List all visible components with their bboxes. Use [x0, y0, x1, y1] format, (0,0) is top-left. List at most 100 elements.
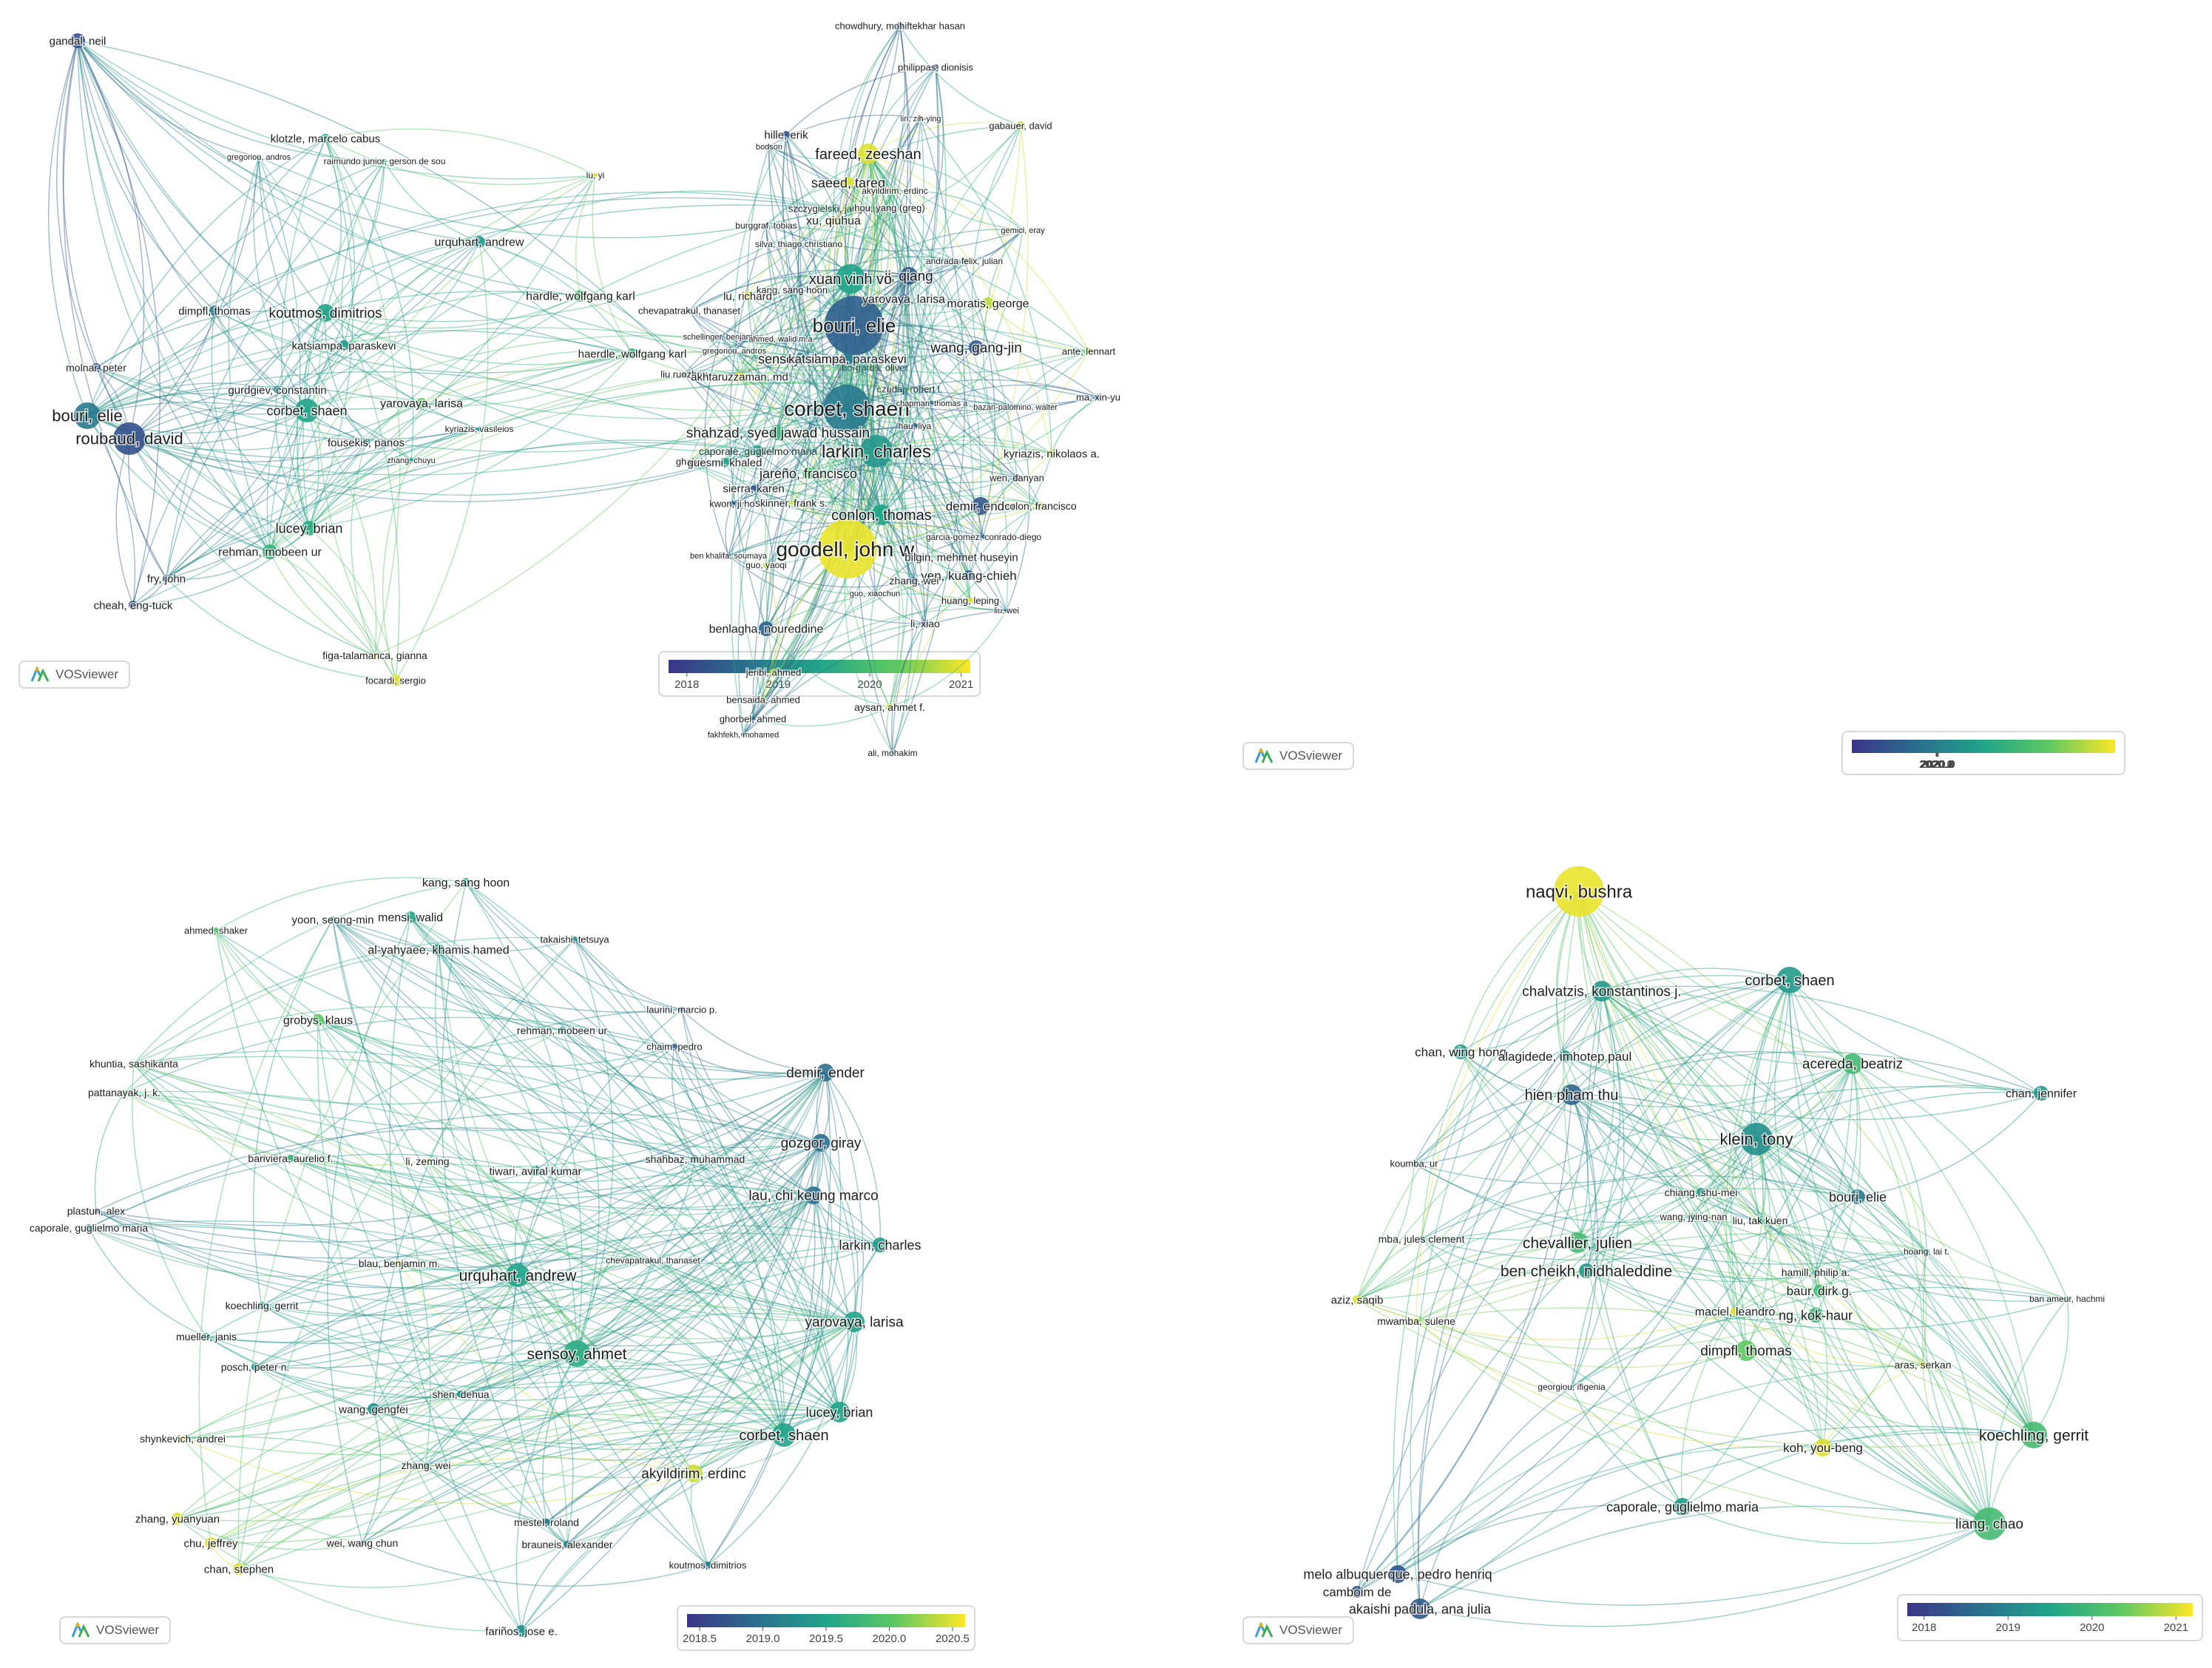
author-label[interactable]: ante, lennart — [1061, 345, 1117, 358]
author-node[interactable] — [530, 1166, 541, 1176]
author-label[interactable]: ben khalifa, soumaya — [689, 550, 769, 561]
author-label[interactable]: chan, wing hong — [1414, 1044, 1508, 1060]
author-node[interactable] — [873, 1238, 887, 1252]
author-label[interactable]: corbet, shaen — [738, 1427, 830, 1445]
author-label[interactable]: urquhart, andrew — [433, 235, 525, 250]
author-node[interactable] — [92, 363, 101, 372]
author-label[interactable]: hou, yang (greg) — [853, 201, 926, 215]
author-label[interactable]: bariviera, aurelio f. — [247, 1151, 334, 1165]
author-node[interactable] — [981, 535, 986, 539]
author-node[interactable] — [873, 591, 877, 595]
author-node[interactable] — [912, 423, 918, 429]
author-label[interactable]: zhang, chuyu — [386, 455, 436, 466]
author-node[interactable] — [818, 519, 877, 578]
author-node[interactable] — [760, 697, 766, 703]
author-node[interactable] — [796, 242, 801, 246]
author-label[interactable]: khuntia, sashikanta — [89, 1056, 180, 1070]
author-label[interactable]: chan, jennifer — [2004, 1087, 2078, 1101]
author-label[interactable]: katsiampa, paraskevi — [788, 351, 908, 367]
author-label[interactable]: yarovaya, larisa — [861, 292, 946, 307]
author-label[interactable]: mestel, roland — [513, 1515, 581, 1529]
author-node[interactable] — [772, 1423, 796, 1447]
author-node[interactable] — [887, 206, 892, 210]
author-node[interactable] — [907, 387, 912, 391]
author-label[interactable]: chevapatrakul, thanaset — [605, 1255, 702, 1267]
author-node[interactable] — [409, 458, 413, 462]
author-node[interactable] — [572, 936, 578, 942]
author-node[interactable] — [759, 621, 774, 636]
author-label[interactable]: guo, xiaochun — [848, 588, 902, 599]
author-label[interactable]: fry, john — [146, 572, 186, 587]
author-label[interactable]: philippas, dionisis — [897, 61, 975, 74]
author-node[interactable] — [872, 365, 878, 371]
author-label[interactable]: koechling, gerrit — [1978, 1426, 2089, 1445]
author-label[interactable]: lu, richard — [723, 289, 774, 304]
author-label[interactable]: georgiou, ifigenia — [1537, 1381, 1607, 1394]
author-node[interactable] — [396, 1260, 402, 1266]
author-label[interactable]: melo albuquerque, pedro henriq — [1302, 1566, 1493, 1583]
author-label[interactable]: ghorbel, ahmed — [718, 712, 787, 726]
author-label[interactable]: yoon, seong-min — [291, 913, 375, 928]
author-label[interactable]: hoang, lai t. — [1902, 1246, 1950, 1258]
author-label[interactable]: koumba, ur — [1389, 1157, 1440, 1170]
author-label[interactable]: camboim de — [1322, 1584, 1393, 1600]
author-node[interactable] — [1037, 502, 1044, 510]
author-node[interactable] — [930, 401, 934, 405]
author-node[interactable] — [1016, 121, 1025, 130]
author-label[interactable]: bilgin, mehmet huseyin — [904, 550, 1019, 565]
author-label[interactable]: chevallier, julien — [1521, 1234, 1633, 1253]
author-node[interactable] — [1919, 1361, 1927, 1368]
author-label[interactable]: ng, kok-haur — [1777, 1307, 1853, 1324]
author-label[interactable]: corbet, shaen — [1744, 972, 1836, 990]
author-label[interactable]: skinner, frank s. — [754, 496, 828, 510]
author-label[interactable]: liang, chao — [1955, 1516, 2025, 1533]
author-node[interactable] — [122, 1090, 126, 1095]
author-node[interactable] — [558, 1027, 566, 1034]
author-node[interactable] — [1554, 866, 1604, 916]
author-label[interactable]: benlagha, noureddine — [708, 622, 825, 637]
author-node[interactable] — [825, 296, 884, 355]
author-node[interactable] — [651, 1258, 655, 1263]
author-label[interactable]: sensoy, ahmet — [526, 1345, 628, 1364]
author-node[interactable] — [372, 652, 378, 658]
author-node[interactable] — [1453, 1044, 1468, 1059]
author-node[interactable] — [1850, 1189, 1865, 1204]
author-label[interactable]: gemici, eray — [1000, 225, 1046, 236]
author-node[interactable] — [789, 287, 795, 293]
author-label[interactable]: bouri, elie — [51, 405, 124, 426]
author-node[interactable] — [831, 204, 840, 213]
author-node[interactable] — [2064, 1296, 2070, 1302]
author-label[interactable]: corbet, shaen — [265, 402, 348, 419]
author-label[interactable]: figa-talamanca, gianna — [322, 648, 429, 662]
author-node[interactable] — [263, 544, 277, 559]
author-label[interactable]: bouri, elie — [1827, 1189, 1887, 1206]
author-label[interactable]: wang, gengfei — [337, 1402, 409, 1417]
author-label[interactable]: dimpfl, thomas — [177, 304, 252, 319]
author-node[interactable] — [203, 1333, 210, 1340]
author-node[interactable] — [682, 372, 686, 377]
author-node[interactable] — [359, 1540, 365, 1546]
author-node[interactable] — [457, 1391, 464, 1398]
author-label[interactable]: guo, yaoqi — [745, 559, 788, 572]
author-label[interactable]: czudaj, robert l. — [876, 382, 944, 396]
author-label[interactable]: al-yahyaee, khamis hamed — [367, 943, 510, 958]
author-label[interactable]: larkin, charles — [820, 441, 932, 463]
author-node[interactable] — [473, 236, 485, 248]
author-label[interactable]: brauneis, alexander — [521, 1537, 614, 1551]
author-label[interactable]: wen, danyan — [988, 471, 1046, 484]
author-node[interactable] — [770, 669, 777, 676]
author-node[interactable] — [477, 427, 481, 431]
author-node[interactable] — [858, 143, 879, 164]
author-label[interactable]: chaim, pedro — [646, 1040, 703, 1053]
author-label[interactable]: ma, xin-yu — [1075, 391, 1122, 404]
author-label[interactable]: molnar, peter — [65, 360, 128, 374]
author-node[interactable] — [163, 575, 170, 582]
author-node[interactable] — [795, 353, 807, 365]
author-node[interactable] — [564, 1340, 590, 1367]
author-node[interactable] — [1757, 1218, 1763, 1223]
author-node[interactable] — [172, 1513, 183, 1525]
author-node[interactable] — [844, 1311, 865, 1332]
author-node[interactable] — [317, 304, 334, 322]
author-label[interactable]: moratis, george — [946, 297, 1030, 311]
author-label[interactable]: demir, ender — [785, 1064, 866, 1082]
